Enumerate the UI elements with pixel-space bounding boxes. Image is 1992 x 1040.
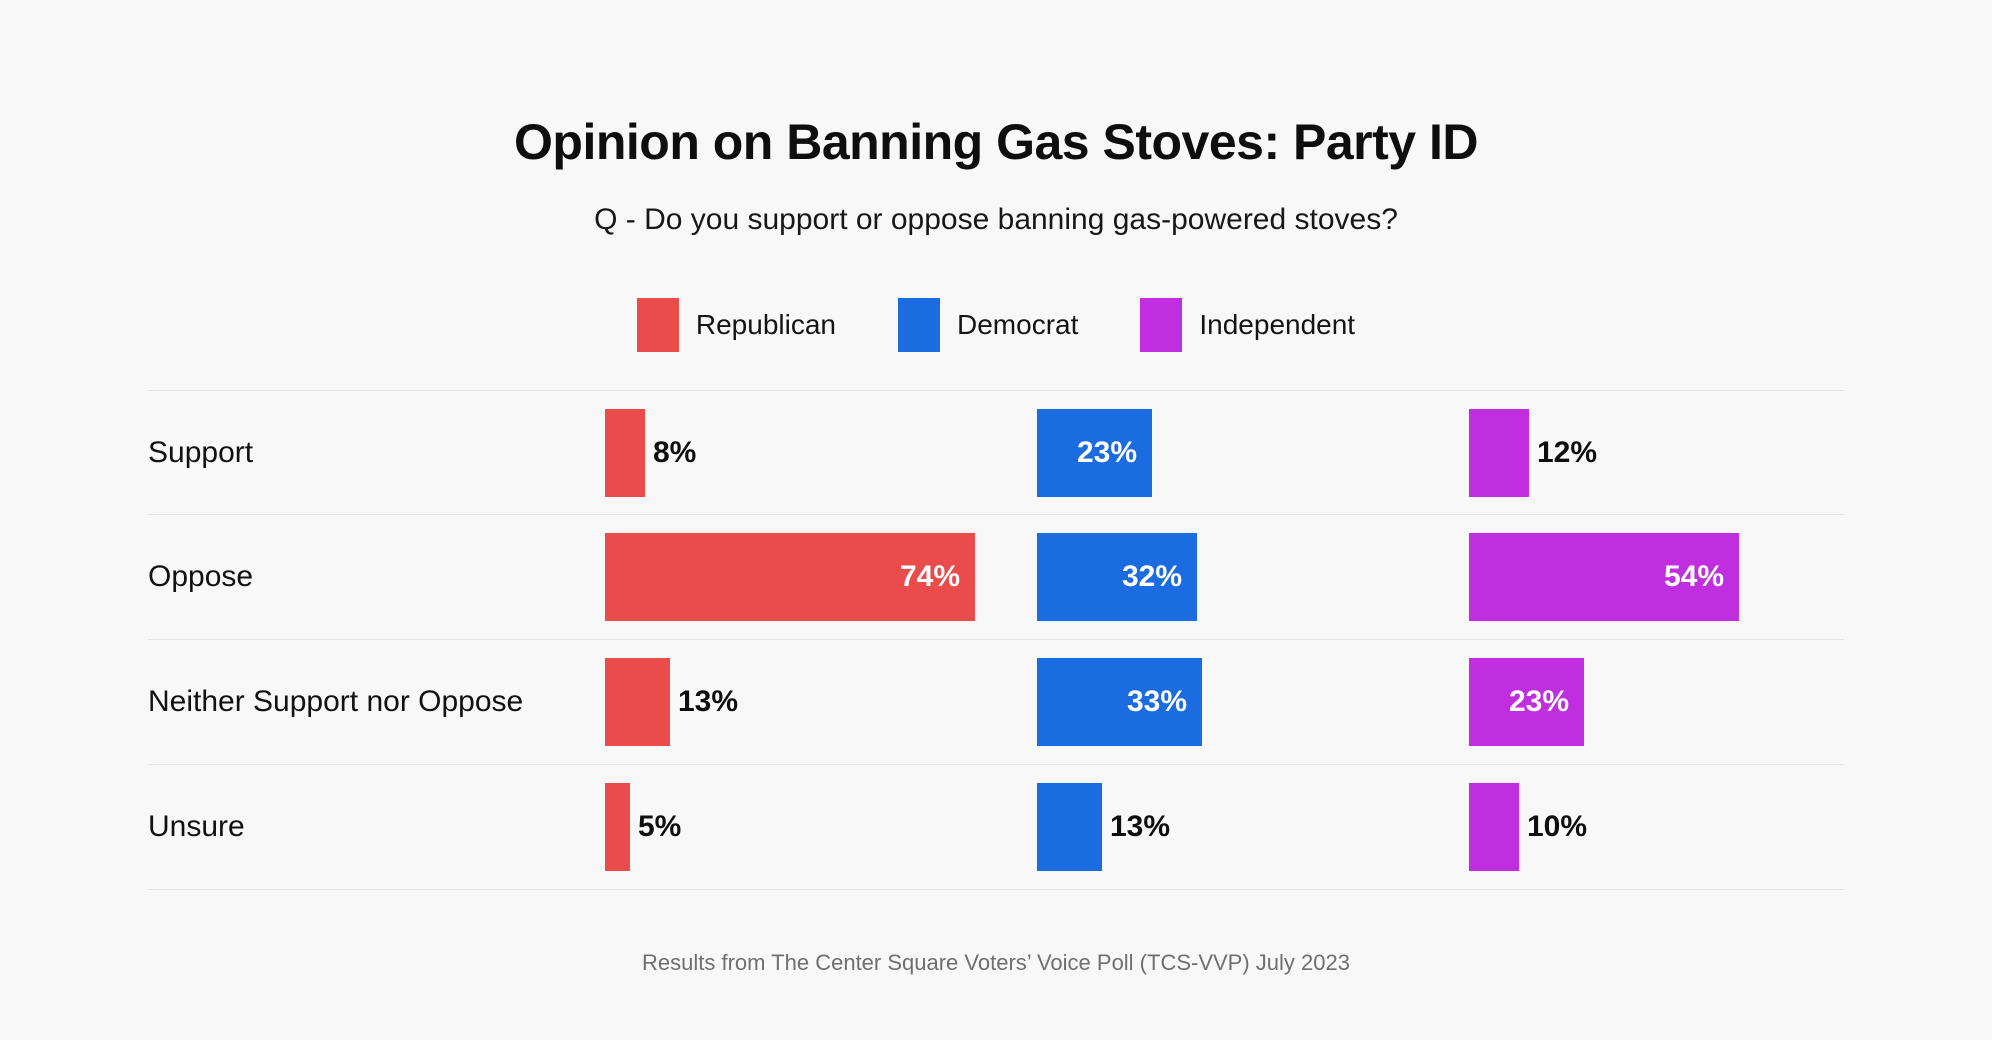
bar-lane-independent: 54% bbox=[1469, 515, 1844, 639]
bar-independent-neither-support-nor-oppose: 23% bbox=[1469, 658, 1584, 746]
chart-subtitle: Q - Do you support or oppose banning gas… bbox=[594, 203, 1398, 236]
value-label: 54% bbox=[1663, 560, 1724, 593]
row-label: Oppose bbox=[148, 560, 254, 593]
value-label: 10% bbox=[1527, 810, 1588, 843]
legend-label: Democrat bbox=[957, 309, 1079, 340]
bar-lane-independent: 12% bbox=[1469, 391, 1844, 514]
value-label: 8% bbox=[653, 435, 697, 469]
bar-democrat-support: 23% bbox=[1037, 408, 1152, 497]
value-label: 23% bbox=[1076, 435, 1137, 469]
bar-democrat-neither-support-nor-oppose: 33% bbox=[1037, 658, 1202, 746]
chart-row-support: Support 8% 23% 12% bbox=[148, 390, 1844, 515]
chart-row-neither-support-nor-oppose: Neither Support nor Oppose 13% 33% 23% bbox=[148, 640, 1844, 765]
bar-lane-democrat: 32% bbox=[1037, 515, 1469, 639]
value-label: 12% bbox=[1537, 435, 1598, 469]
legend-label: Independent bbox=[1199, 309, 1356, 340]
bar-lane-republican: 5% bbox=[605, 765, 1037, 889]
bar-lane-republican: 8% bbox=[605, 391, 1037, 514]
bar-chart: Support 8% 23% 12% Oppose 74% 32% 54% Neither Su… bbox=[148, 390, 1844, 890]
bar-republican-unsure bbox=[605, 783, 630, 871]
bar-lane-democrat: 13% bbox=[1037, 765, 1469, 889]
bar-independent-unsure bbox=[1469, 783, 1519, 871]
chart-row-oppose: Oppose 74% 32% 54% bbox=[148, 515, 1844, 640]
value-label: 23% bbox=[1508, 685, 1569, 718]
bar-lane-independent: 10% bbox=[1469, 765, 1844, 889]
chart-footnote: Results from The Center Square Voters’ V… bbox=[642, 950, 1350, 975]
bar-lane-democrat: 33% bbox=[1037, 640, 1469, 764]
legend-swatch-democrat bbox=[898, 298, 940, 352]
value-label: 5% bbox=[638, 810, 682, 843]
legend-item-republican: Republican bbox=[636, 298, 836, 352]
bar-independent-support bbox=[1469, 408, 1529, 497]
value-label: 13% bbox=[678, 685, 739, 718]
legend-swatch-republican bbox=[636, 298, 679, 352]
row-label: Neither Support nor Oppose bbox=[148, 685, 524, 718]
bar-republican-neither-support-nor-oppose bbox=[605, 658, 670, 746]
bar-independent-oppose: 54% bbox=[1469, 533, 1739, 621]
bar-lane-republican: 74% bbox=[605, 515, 1037, 639]
bar-democrat-unsure bbox=[1037, 783, 1102, 871]
value-label: 33% bbox=[1126, 685, 1187, 718]
value-label: 13% bbox=[1110, 810, 1171, 843]
bar-democrat-oppose: 32% bbox=[1037, 533, 1197, 621]
legend-item-independent: Independent bbox=[1140, 298, 1355, 352]
legend-swatch-independent bbox=[1140, 298, 1183, 352]
bar-lane-independent: 23% bbox=[1469, 640, 1844, 764]
bar-lane-democrat: 23% bbox=[1037, 391, 1469, 514]
legend: Republican Democrat Independent bbox=[0, 298, 1992, 352]
value-label: 74% bbox=[899, 560, 960, 593]
bar-republican-support bbox=[605, 408, 645, 497]
row-label: Support bbox=[148, 435, 254, 469]
legend-label: Republican bbox=[695, 309, 836, 340]
bar-republican-oppose: 74% bbox=[605, 533, 975, 621]
value-label: 32% bbox=[1121, 560, 1182, 593]
legend-item-democrat: Democrat bbox=[898, 298, 1078, 352]
chart-title: Opinion on Banning Gas Stoves: Party ID bbox=[514, 114, 1478, 170]
chart-row-unsure: Unsure 5% 13% 10% bbox=[148, 765, 1844, 890]
bar-lane-republican: 13% bbox=[605, 640, 1037, 764]
row-label: Unsure bbox=[148, 810, 245, 843]
